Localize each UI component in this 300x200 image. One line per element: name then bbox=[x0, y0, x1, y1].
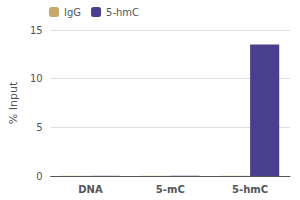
svg-text:DNA: DNA bbox=[78, 184, 103, 195]
svg-text:IgG: IgG bbox=[64, 7, 81, 18]
svg-text:10: 10 bbox=[30, 73, 43, 84]
svg-text:5-hmC: 5-hmC bbox=[106, 7, 139, 18]
svg-text:5: 5 bbox=[36, 122, 42, 133]
svg-text:% Input: % Input bbox=[7, 81, 20, 124]
svg-text:15: 15 bbox=[30, 25, 43, 36]
svg-text:5-hmC: 5-hmC bbox=[232, 184, 268, 195]
svg-text:5-mC: 5-mC bbox=[156, 184, 185, 195]
svg-text:0: 0 bbox=[36, 171, 42, 182]
